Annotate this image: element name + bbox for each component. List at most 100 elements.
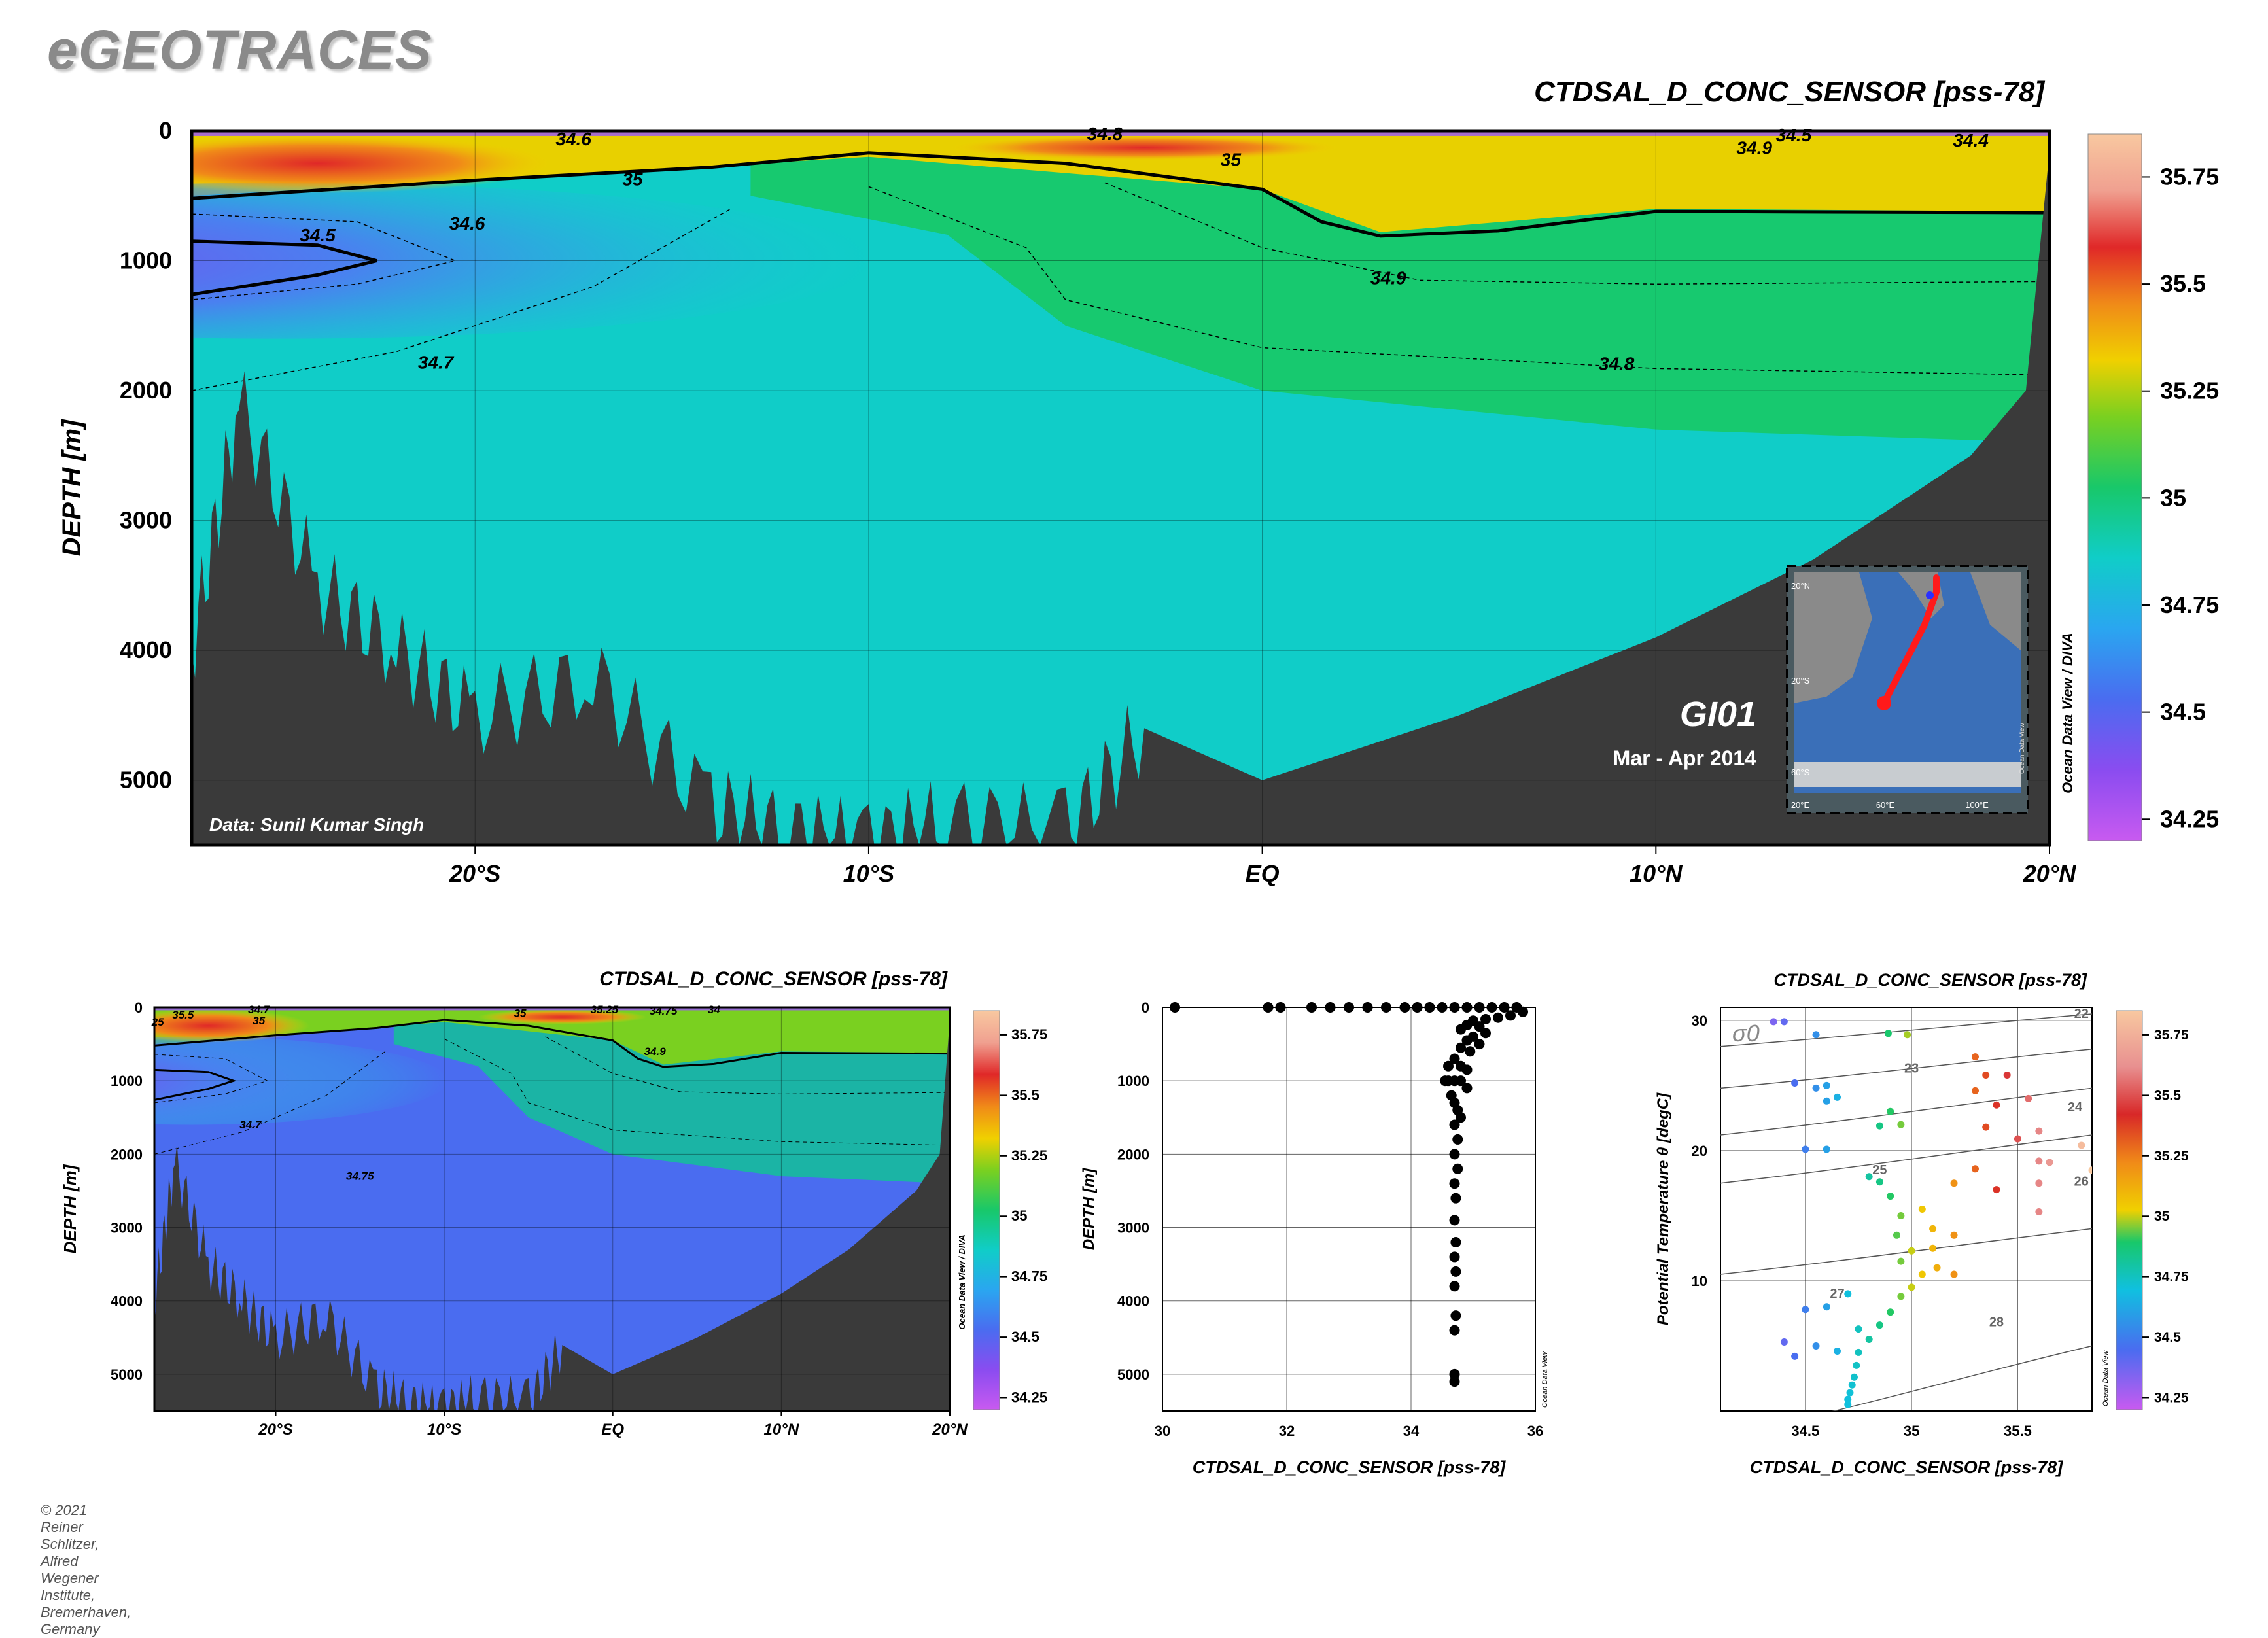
contour-label: 34.5 bbox=[1776, 125, 1812, 145]
isopycnal-label: 28 bbox=[1989, 1316, 2004, 1330]
data-point bbox=[1450, 1266, 1461, 1277]
data-point bbox=[1449, 1119, 1460, 1130]
data-point bbox=[1897, 1121, 1905, 1128]
contour-label: 34.75 bbox=[650, 1005, 678, 1017]
data-point bbox=[1461, 1083, 1473, 1094]
small-section-plot: 0 1000 2000 3000 4000 5000 20°S 10°S EQ 10°N 20°N D… bbox=[60, 968, 1047, 1438]
data-point bbox=[1812, 1031, 1820, 1039]
colorbar-label: 35 bbox=[2160, 484, 2186, 511]
y-tick-label: 5000 bbox=[120, 767, 172, 793]
contour-label: 34 bbox=[708, 1003, 720, 1016]
data-point bbox=[1897, 1293, 1905, 1300]
data-point bbox=[1823, 1303, 1830, 1311]
data-point bbox=[1834, 1093, 1841, 1101]
colorbar-label: 35.5 bbox=[1011, 1087, 1039, 1103]
data-point bbox=[1450, 1236, 1461, 1247]
colorbar-label: 34.75 bbox=[1011, 1268, 1047, 1285]
contour-label: 35 bbox=[1221, 150, 1242, 170]
data-point bbox=[1480, 1013, 1491, 1024]
data-point bbox=[1865, 1173, 1873, 1181]
inset-lat-label: 20°N bbox=[1791, 581, 1810, 591]
data-point bbox=[2088, 1166, 2092, 1174]
cruise-label: GI01 bbox=[1680, 695, 1756, 734]
fresh-surface-strip bbox=[192, 131, 2050, 136]
y-tick-label: 0 bbox=[1142, 1000, 1149, 1016]
contour-line bbox=[154, 1068, 237, 1101]
data-point bbox=[1812, 1342, 1820, 1350]
data-point bbox=[1474, 1039, 1485, 1050]
yellow-upper-layer bbox=[192, 131, 2050, 232]
data-point bbox=[1306, 1002, 1317, 1013]
contour-label: 25 bbox=[151, 1016, 164, 1028]
data-point bbox=[1875, 1122, 1883, 1130]
data-point bbox=[1993, 1101, 2000, 1109]
x-tick-label: EQ bbox=[1246, 860, 1280, 887]
y-axis-label: DEPTH [m] bbox=[58, 419, 86, 557]
intermediate-water-tongue bbox=[154, 1036, 448, 1125]
contour-line bbox=[154, 1019, 950, 1068]
data-point bbox=[1918, 1270, 1926, 1278]
colorbar-label: 35.5 bbox=[2154, 1088, 2181, 1103]
data-point bbox=[1865, 1336, 1873, 1344]
data-point bbox=[1474, 1002, 1485, 1013]
data-point bbox=[1381, 1002, 1391, 1013]
data-point bbox=[1449, 1053, 1460, 1064]
y-tick-label: 0 bbox=[159, 117, 172, 144]
data-point bbox=[1449, 1368, 1460, 1380]
contour-label: 35 bbox=[253, 1015, 265, 1027]
contour-line bbox=[192, 208, 731, 391]
software-credit: Ocean Data View bbox=[1541, 1351, 1549, 1408]
data-point bbox=[1344, 1002, 1354, 1013]
data-point bbox=[1855, 1325, 1862, 1333]
y-axis-label: DEPTH [m] bbox=[60, 1164, 80, 1253]
y-tick-label: 3000 bbox=[120, 507, 172, 534]
x-axis-label: CTDSAL_D_CONC_SENSOR [pss-78] bbox=[1750, 1457, 2064, 1477]
y-tick-label: 2000 bbox=[1117, 1146, 1149, 1162]
x-tick-label: EQ bbox=[601, 1421, 624, 1438]
isopycnal-line bbox=[1720, 1228, 2092, 1275]
contour-line bbox=[1104, 182, 2050, 285]
contour-label: 34.6 bbox=[555, 129, 591, 149]
x-tick-label: 32 bbox=[1279, 1423, 1295, 1439]
contour-label: 34.9 bbox=[644, 1045, 667, 1058]
data-point bbox=[1929, 1244, 1937, 1252]
contour-line bbox=[154, 1054, 268, 1104]
software-credit: Ocean Data View bbox=[2102, 1350, 2110, 1406]
contour-line bbox=[545, 1036, 950, 1094]
data-point bbox=[1950, 1270, 1958, 1278]
contour-line bbox=[192, 213, 457, 300]
contour-label: 34.8 bbox=[1087, 124, 1123, 144]
inset-lat-label: 20°S bbox=[1791, 676, 1810, 686]
y-tick-label: 5000 bbox=[111, 1367, 143, 1383]
y-tick-label: 3000 bbox=[111, 1220, 143, 1236]
x-tick-label: 20°S bbox=[449, 860, 500, 887]
colorbar-label: 34.25 bbox=[2154, 1391, 2189, 1406]
data-point bbox=[1908, 1247, 1915, 1255]
data-point bbox=[1461, 1002, 1473, 1013]
contour-label: 34.8 bbox=[1599, 353, 1635, 374]
colorbar-label: 35.25 bbox=[1011, 1147, 1047, 1164]
subtropical-salinity-maximum bbox=[192, 133, 554, 194]
data-point bbox=[2035, 1127, 2043, 1135]
data-point bbox=[2035, 1179, 2043, 1187]
copyright-text: © 2021 Reiner Schlitzer, Alfred Wegener … bbox=[41, 1502, 131, 1637]
main-section-plot: 0 1000 2000 3000 4000 5000 20°S 10°S EQ 10°N 20°N D… bbox=[58, 76, 2219, 887]
data-point bbox=[1449, 1002, 1460, 1013]
data-point bbox=[1887, 1107, 1894, 1115]
africa-landmass bbox=[1794, 572, 1872, 703]
colorbar-label: 35.75 bbox=[2154, 1028, 2189, 1043]
y-tick-label: 2000 bbox=[120, 377, 172, 404]
cruise-track bbox=[1881, 574, 1940, 706]
data-point bbox=[2078, 1141, 2085, 1149]
theta-salinity-plot: 22 23 24 25 26 27 28 σ0 34.5 35 35.5 10 20 30 CTDSAL_D… bbox=[1654, 970, 2189, 1477]
data-point bbox=[2046, 1159, 2053, 1166]
y-tick-label: 2000 bbox=[111, 1146, 143, 1162]
data-point bbox=[1844, 1395, 1852, 1403]
data-credit: Data: Sunil Kumar Singh bbox=[209, 814, 424, 835]
data-point bbox=[1897, 1257, 1905, 1265]
data-point bbox=[1449, 1281, 1460, 1292]
contour-label: 34.75 bbox=[346, 1170, 374, 1183]
asia-landmass bbox=[1970, 572, 2021, 651]
data-point bbox=[1505, 1010, 1516, 1021]
y-axis-label: DEPTH [m] bbox=[1080, 1168, 1098, 1250]
